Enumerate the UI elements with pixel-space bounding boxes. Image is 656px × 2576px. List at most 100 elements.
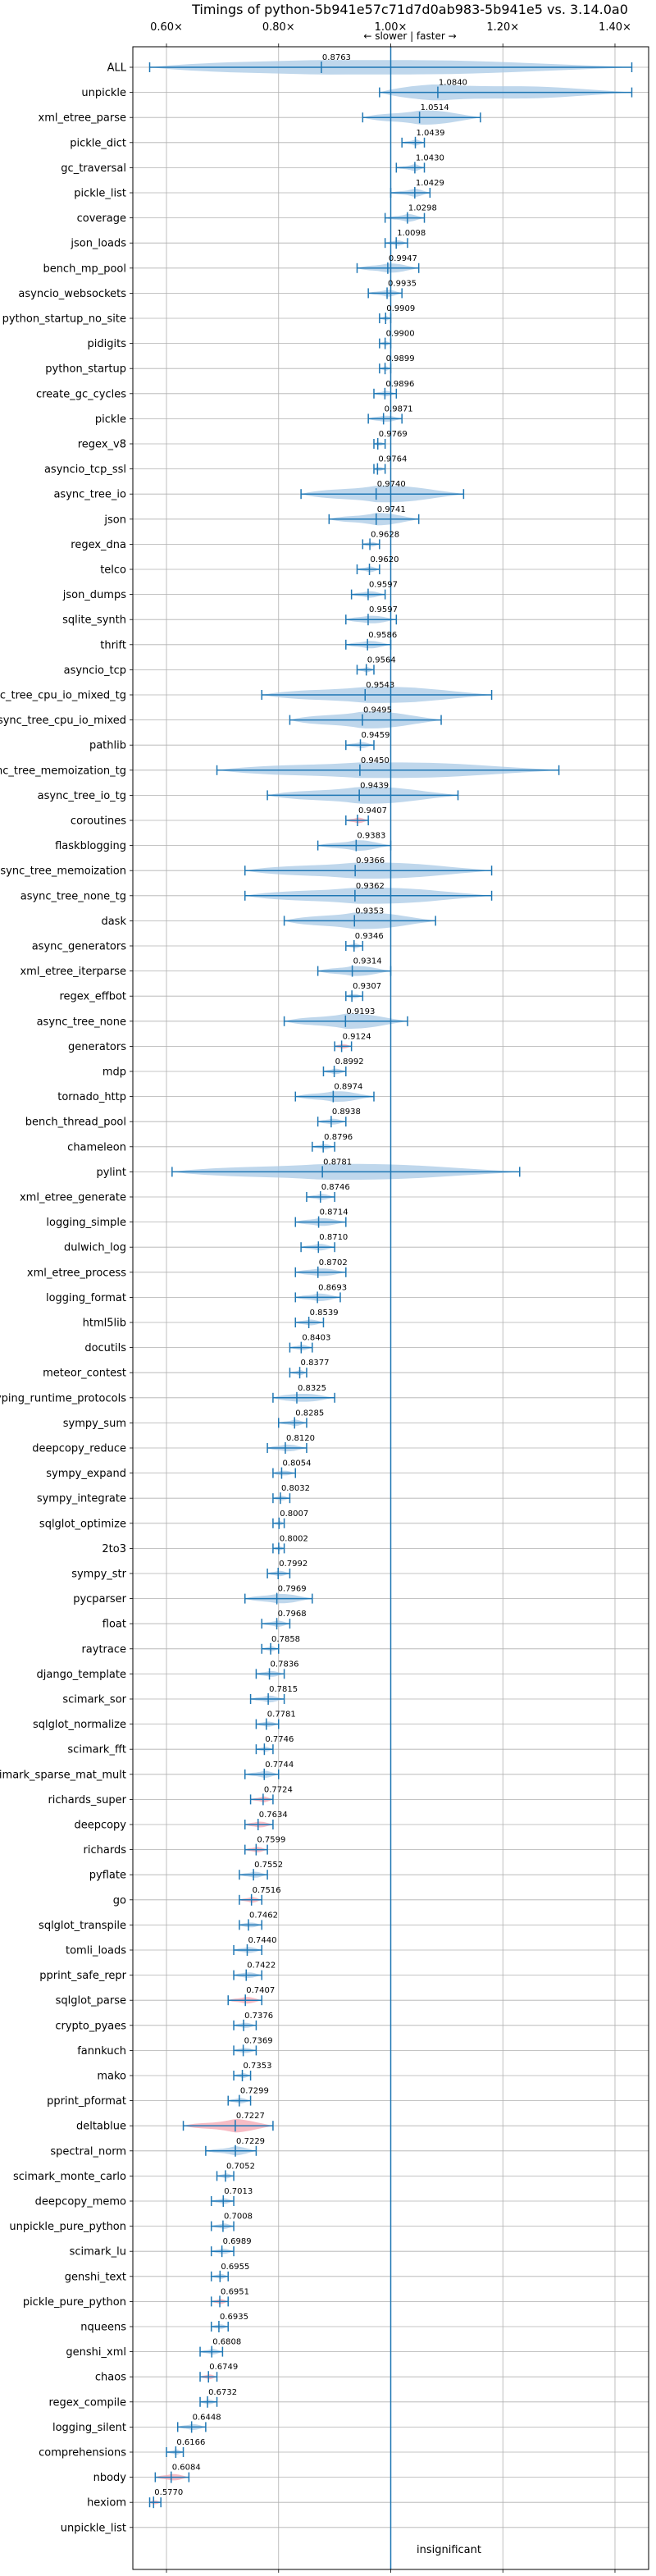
data-label: 0.9620 <box>371 555 399 564</box>
y-tick-label: async_tree_memoization <box>0 866 126 878</box>
data-label: 0.8377 <box>301 1359 330 1368</box>
data-label: 0.9900 <box>386 330 415 339</box>
data-label: 0.8285 <box>295 1409 324 1418</box>
y-tick-label: deepcopy_reduce <box>32 1443 126 1455</box>
data-label: 0.7008 <box>224 2213 253 2222</box>
data-label: 0.7746 <box>265 1735 294 1744</box>
data-label: 0.6084 <box>172 2464 201 2473</box>
data-label: 0.6749 <box>209 2363 238 2372</box>
y-tick-label: async_tree_none_tg <box>20 890 126 902</box>
data-label: 0.6166 <box>176 2438 205 2447</box>
y-tick-label: json_loads <box>70 238 126 250</box>
data-label: 0.9564 <box>367 655 396 665</box>
y-tick-label: html5lib <box>83 1318 126 1330</box>
y-tick-label: chameleon <box>67 1141 126 1153</box>
y-tick-label: xml_etree_generate <box>20 1192 126 1204</box>
data-label: 0.8002 <box>280 1534 308 1543</box>
y-tick-label: telco <box>100 564 126 577</box>
y-tick-label: asyncio_tcp_ssl <box>44 464 126 476</box>
data-label: 0.8539 <box>310 1309 339 1318</box>
data-label: 0.9586 <box>368 631 397 640</box>
data-label: 0.7422 <box>247 1962 276 1971</box>
data-label: 0.7858 <box>271 1635 300 1644</box>
y-tick-label: tornado_http <box>57 1091 126 1103</box>
data-label: 1.0429 <box>416 179 444 188</box>
y-tick-label: unpickle_list <box>61 2522 126 2534</box>
data-label: 0.8702 <box>319 1258 348 1267</box>
y-tick-label: crypto_pyaes <box>55 2020 126 2032</box>
y-tick-label: scimark_sor <box>62 1694 126 1706</box>
y-tick-label: pathlib <box>89 740 126 752</box>
data-label: 0.7724 <box>264 1785 293 1794</box>
y-tick-label: raytrace <box>81 1643 126 1656</box>
y-tick-label: fannkuch <box>77 2045 126 2058</box>
data-label: 0.9899 <box>386 354 415 363</box>
data-label: 0.9935 <box>388 279 417 288</box>
data-label: 0.5770 <box>154 2488 183 2497</box>
x-tick-label-top: 1.40× <box>599 21 631 34</box>
data-label: 1.0298 <box>408 204 437 213</box>
data-label: 0.9346 <box>355 932 384 941</box>
y-tick-label: sympy_integrate <box>37 1493 126 1505</box>
data-label: 0.7969 <box>278 1585 307 1594</box>
y-tick-label: logging_simple <box>46 1217 126 1229</box>
y-tick-label: nqueens <box>80 2322 126 2334</box>
y-tick-label: python_startup <box>45 363 126 376</box>
direction-label: ← slower | faster → <box>363 30 456 42</box>
data-label: 0.8714 <box>320 1208 348 1217</box>
data-label: 0.9628 <box>371 530 399 539</box>
data-label: 0.7836 <box>271 1660 299 1669</box>
data-label: 0.9896 <box>385 380 414 389</box>
y-tick-label: coverage <box>77 212 126 225</box>
y-tick-label: sympy_sum <box>63 1418 126 1430</box>
data-label: 0.9193 <box>346 1007 375 1016</box>
y-tick-label: tomli_loads <box>66 1945 126 1957</box>
data-label: 0.7992 <box>279 1560 308 1569</box>
data-label: 0.6448 <box>193 2413 221 2422</box>
data-label: 0.6935 <box>220 2313 248 2322</box>
data-label: 0.9764 <box>378 455 407 464</box>
data-label: 0.9353 <box>355 907 384 916</box>
data-label: 0.8938 <box>332 1108 361 1117</box>
y-tick-label: deltablue <box>76 2121 126 2133</box>
data-label: 0.8007 <box>280 1510 308 1519</box>
data-label: 0.9439 <box>360 781 389 790</box>
data-label: 0.9459 <box>362 731 390 740</box>
x-tick-label-top: 1.00× <box>375 21 408 34</box>
data-label: 0.9769 <box>379 430 408 439</box>
y-tick-label: pylint <box>96 1167 126 1179</box>
y-tick-label: sqlglot_transpile <box>39 1920 126 1932</box>
y-tick-label: pickle <box>95 413 126 426</box>
data-label: 0.8796 <box>324 1133 353 1142</box>
y-tick-label: async_tree_cpu_io_mixed <box>0 715 126 727</box>
data-label: 0.8763 <box>322 53 351 62</box>
y-tick-label: pickle_pure_python <box>23 2296 126 2309</box>
y-tick-label: xml_etree_iterparse <box>20 966 126 978</box>
y-tick-label: pprint_pformat <box>47 2095 126 2108</box>
y-tick-label: regex_dna <box>71 539 126 551</box>
y-tick-label: nbody <box>93 2472 127 2484</box>
y-tick-label: comprehensions <box>39 2447 126 2460</box>
data-label: 0.8781 <box>323 1158 352 1167</box>
data-label: 0.7407 <box>246 1986 275 1995</box>
y-tick-label: scimark_monte_carlo <box>13 2171 126 2183</box>
y-tick-label: xml_etree_process <box>27 1267 126 1279</box>
data-label: 0.7353 <box>244 2062 272 2071</box>
data-label: 0.8120 <box>286 1434 315 1443</box>
y-tick-label: regex_effbot <box>59 991 126 1003</box>
y-tick-label: pycparser <box>73 1593 126 1605</box>
data-label: 0.7599 <box>257 1836 285 1845</box>
y-tick-label: richards_super <box>48 1794 126 1806</box>
data-label: 0.7968 <box>278 1610 307 1619</box>
data-label: 0.9597 <box>369 605 398 614</box>
data-label: 0.7013 <box>224 2187 253 2196</box>
y-tick-label: pickle_dict <box>70 137 126 149</box>
y-tick-label: sqlglot_optimize <box>39 1518 126 1530</box>
y-tick-label: logging_format <box>46 1292 126 1304</box>
data-label: 1.0439 <box>417 129 445 138</box>
data-label: 0.9543 <box>366 681 394 690</box>
y-tick-label: pidigits <box>88 338 127 350</box>
y-tick-label: sqlglot_parse <box>56 1995 126 2007</box>
data-label: 0.9383 <box>357 832 385 841</box>
